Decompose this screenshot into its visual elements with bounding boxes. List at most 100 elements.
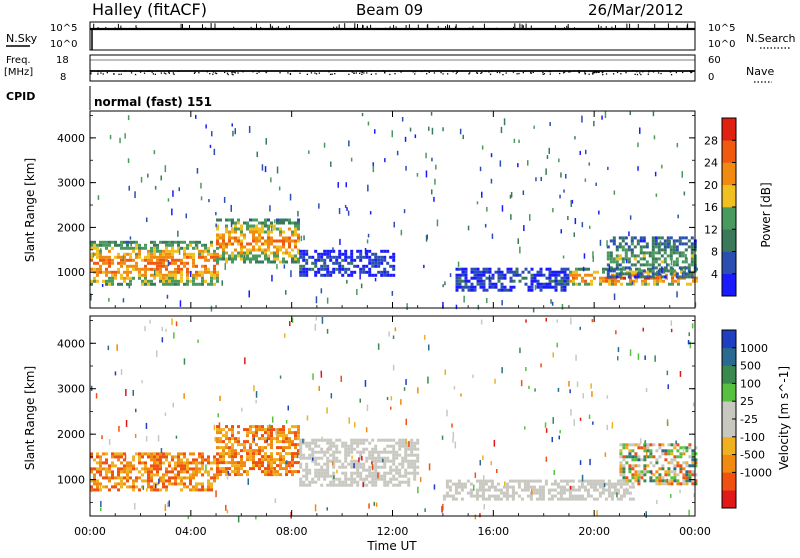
power-echo-cell [305,273,309,277]
power-echo-cell [258,260,261,264]
freq-dot [151,71,153,73]
velocity-echo-cell [311,438,315,442]
power-scatter-echo [431,189,433,195]
velocity-echo-cell [288,470,291,474]
power-scatter-echo [659,241,662,247]
power-echo-cell [491,282,495,286]
velocity-echo-cell [180,461,183,465]
velocity-echo-cell [622,479,626,483]
power-echo-cell [527,288,531,292]
velocity-echo-cell [682,452,686,456]
velocity-echo-cell [165,452,168,456]
power-echo-cell [171,252,174,256]
velocity-echo-cell [279,446,282,450]
velocity-echo-cell [219,437,222,441]
freq-dot [263,70,265,72]
power-echo-cell [201,243,204,247]
power-echo-cell [668,282,671,286]
velocity-ytick-label: 4000 [57,337,85,350]
velocity-echo-cell [511,485,515,489]
velocity-echo-cell [457,479,461,483]
power-echo-cell [618,254,622,258]
power-scatter-echo [393,221,395,228]
velocity-echo-cell [619,497,623,501]
velocity-echo-cell [314,468,318,472]
power-echo-cell [563,279,567,283]
freq-dot [256,72,258,75]
power-echo-cell [144,270,147,274]
power-echo-cell [615,248,619,252]
velocity-scatter-echo [101,435,103,440]
power-echo-cell [258,227,261,231]
velocity-echo-cell [225,443,228,447]
velocity-echo-cell [147,455,150,459]
velocity-echo-cell [201,482,204,486]
velocity-scatter-echo [183,393,185,399]
velocity-echo-cell [243,446,246,450]
power-echo-cell [102,279,105,283]
power-echo-cell [171,276,174,280]
velocity-echo-cell [288,446,291,450]
velocity-echo-cell [332,477,336,481]
velocity-echo-cell [171,470,174,474]
velocity-echo-cell [362,438,366,442]
power-echo-cell [687,239,691,243]
freq-dot [480,72,482,74]
velocity-echo-cell [404,453,408,457]
cpid-label: CPID [6,90,35,103]
velocity-scatter-echo [595,484,597,490]
velocity-echo-cell [347,447,351,451]
power-echo-cell [557,270,561,274]
velocity-echo-cell [514,479,518,483]
power-echo-cell [123,255,126,259]
velocity-echo-cell [171,458,174,462]
velocity-echo-cell [246,449,249,453]
freq-dot [598,71,600,73]
velocity-echo-cell [628,443,632,447]
power-echo-cell [174,258,177,262]
power-echo-cell [624,266,628,270]
power-echo-cell [509,276,513,280]
velocity-echo-cell [676,455,680,459]
power-echo-cell [609,260,613,264]
velocity-scatter-echo [545,456,548,462]
velocity-echo-cell [392,444,396,448]
power-scatter-echo [592,251,594,259]
power-echo-cell [267,218,270,222]
velocity-echo-cell [228,428,231,432]
power-echo-cell [282,230,285,234]
power-echo-cell [332,255,336,259]
power-scatter-echo [339,238,341,245]
velocity-echo-cell [249,431,252,435]
power-echo-cell [329,255,333,259]
power-echo-cell [518,279,522,283]
power-echo-cell [204,246,207,250]
power-echo-cell [255,248,258,252]
power-echo-cell [174,240,177,244]
power-echo-cell [171,240,174,244]
power-echo-cell [305,261,309,265]
freq-dot [120,73,122,75]
velocity-scatter-echo [688,509,690,516]
power-echo-cell [171,258,174,262]
velocity-echo-cell [264,458,267,462]
velocity-echo-cell [389,465,393,469]
power-echo-cell [156,258,159,262]
velocity-scatter-echo [606,424,608,431]
velocity-echo-cell [643,464,647,468]
velocity-echo-cell [204,488,207,492]
power-echo-cell [302,249,306,253]
velocity-echo-cell [291,464,294,468]
power-echo-cell [473,270,477,274]
velocity-echo-cell [213,476,216,480]
freq-dot [361,71,363,73]
freq-dot [168,71,170,73]
velocity-echo-cell [299,444,303,448]
velocity-echo-cell [285,452,288,456]
velocity-scatter-echo [157,434,160,442]
power-echo-cell [276,257,279,261]
power-echo-cell [255,254,258,258]
power-echo-cell [294,239,297,243]
velocity-echo-cell [231,431,234,435]
velocity-echo-cell [216,440,219,444]
